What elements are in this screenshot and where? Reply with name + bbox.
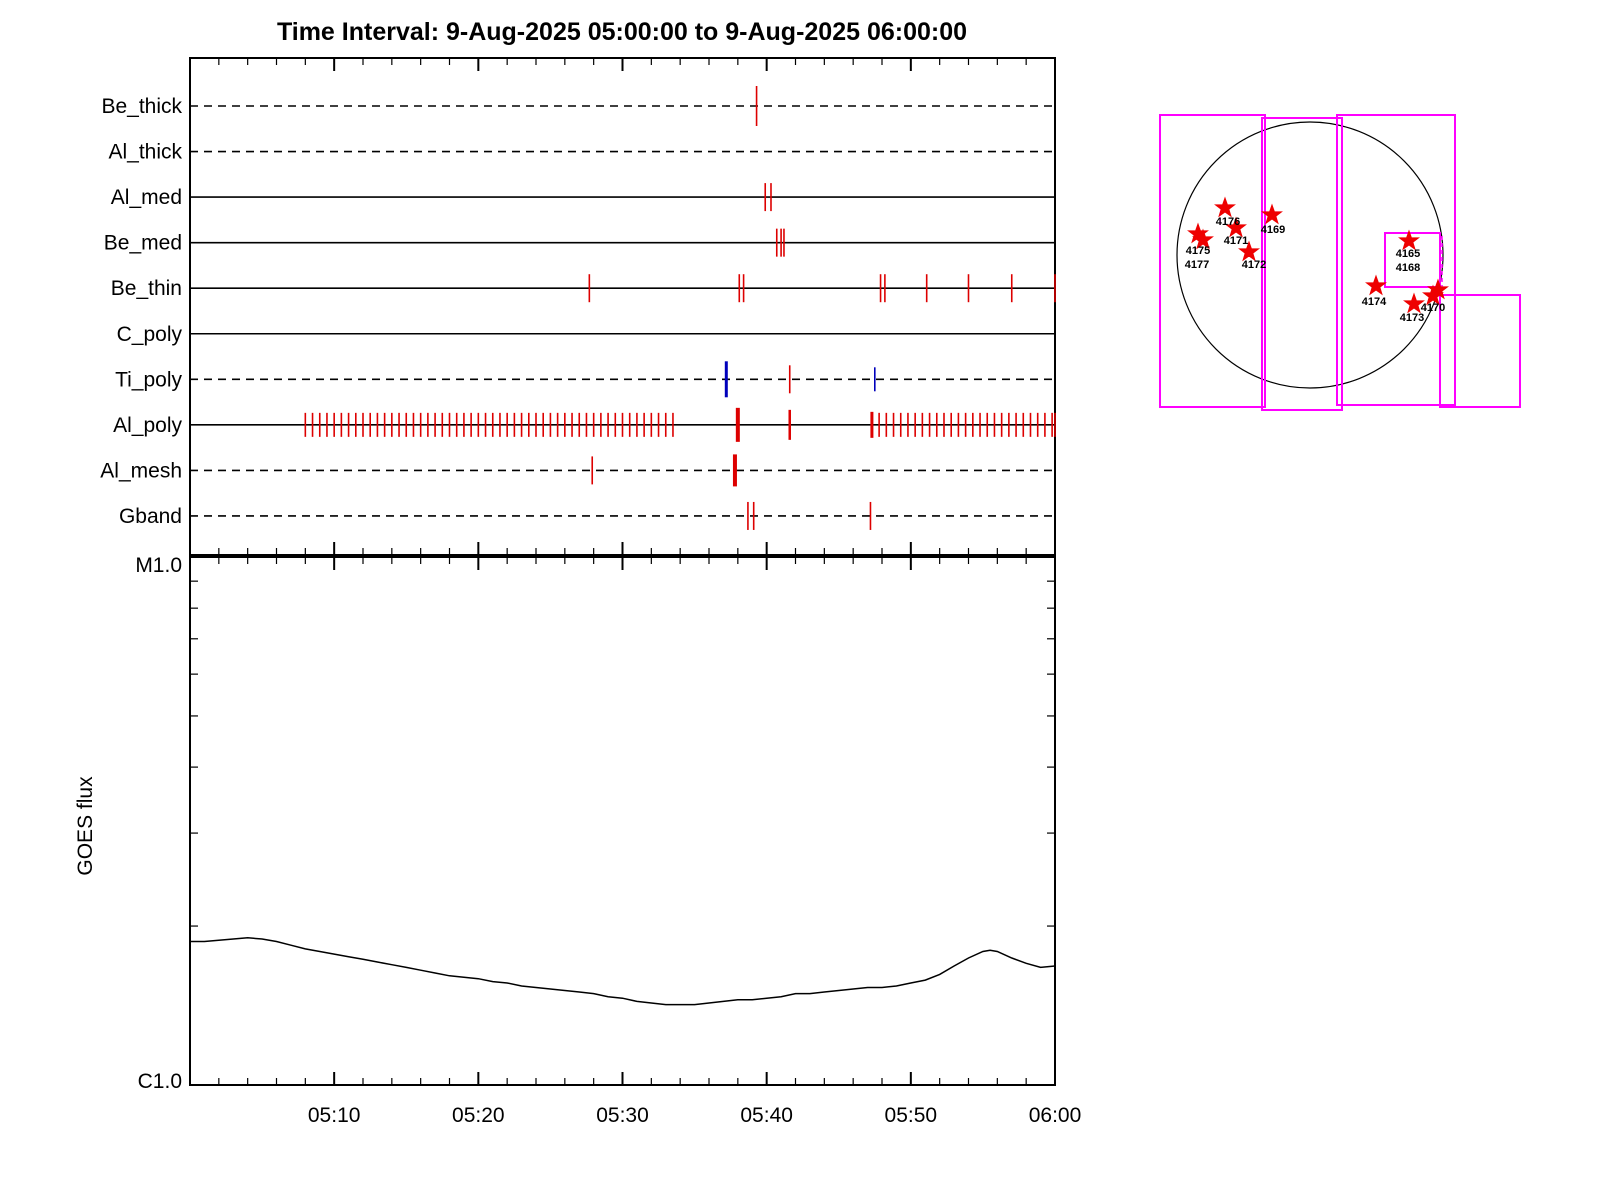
- active-region-star: [1398, 229, 1420, 251]
- channel-label-Al_thick: Al_thick: [108, 141, 182, 164]
- active-region-star: [1225, 216, 1247, 238]
- active-region-label: 4165: [1396, 248, 1420, 260]
- active-region-label: 4173: [1400, 312, 1424, 324]
- active-region-star: [1238, 240, 1260, 262]
- fov-box: [1336, 114, 1456, 406]
- active-region-label: 4176: [1216, 216, 1240, 228]
- xrt-panel-border: [189, 57, 1056, 556]
- active-region-label: 4171: [1224, 235, 1248, 247]
- x-tick-label: 05:50: [885, 1104, 938, 1127]
- active-region-label: 4170: [1421, 302, 1445, 314]
- active-region-label: 4172: [1242, 259, 1266, 271]
- x-tick-label: 05:10: [308, 1104, 361, 1127]
- active-region-star: [1214, 196, 1236, 218]
- channel-label-Ti_poly: Ti_poly: [115, 368, 182, 391]
- chart-title: Time Interval: 9-Aug-2025 05:00:00 to 9-…: [277, 18, 967, 46]
- active-region-star: [1427, 278, 1449, 300]
- channel-label-Al_med: Al_med: [111, 186, 182, 209]
- goes-panel-border: [189, 556, 1056, 1086]
- goes-y-axis-title: GOES flux: [74, 776, 97, 876]
- active-region-star: [1403, 292, 1425, 314]
- channel-label-Be_thick: Be_thick: [101, 95, 182, 118]
- fov-box: [1439, 294, 1521, 408]
- channel-label-Gband: Gband: [119, 505, 182, 528]
- fov-box: [1159, 114, 1266, 408]
- channel-label-Be_thin: Be_thin: [111, 277, 182, 300]
- goes-y-top-label: M1.0: [135, 554, 182, 577]
- active-region-label: 4177: [1185, 259, 1209, 271]
- active-region-label: 4174: [1362, 296, 1387, 308]
- channel-label-Al_mesh: Al_mesh: [100, 459, 182, 482]
- x-tick-label: 05:40: [740, 1104, 793, 1127]
- active-region-label: 4168: [1396, 262, 1420, 274]
- xrt-timeline-panel: Be_thick Al_thick Al_med Be_med Be_thin C_pol…: [100, 57, 1056, 556]
- sun-fov-map: 4176 4169 4171 4175 4177 4172 4165 4168 4174 4173…: [1159, 114, 1521, 411]
- fov-box: [1261, 117, 1343, 411]
- active-region-star: [1192, 228, 1214, 250]
- channel-label-Al_poly: Al_poly: [113, 414, 182, 437]
- active-region-star: [1365, 274, 1387, 296]
- x-tick-label: 05:30: [596, 1104, 649, 1127]
- goes-flux-panel: 05:10 05:20 05:30 05:40 05:50 06:00: [189, 556, 1082, 1127]
- goes-y-bottom-label: C1.0: [138, 1070, 182, 1093]
- channel-label-Be_med: Be_med: [104, 232, 182, 255]
- x-tick-label: 05:20: [452, 1104, 505, 1127]
- active-region-star: [1261, 203, 1283, 225]
- solar-disk: [1176, 121, 1444, 389]
- goes-flux-curve: [190, 937, 1056, 1006]
- x-tick-label: 06:00: [1029, 1104, 1082, 1127]
- active-region-label: 4169: [1261, 224, 1285, 236]
- channel-label-C_poly: C_poly: [117, 323, 183, 346]
- active-region-label: 4175: [1186, 245, 1210, 257]
- fov-box: [1384, 232, 1441, 288]
